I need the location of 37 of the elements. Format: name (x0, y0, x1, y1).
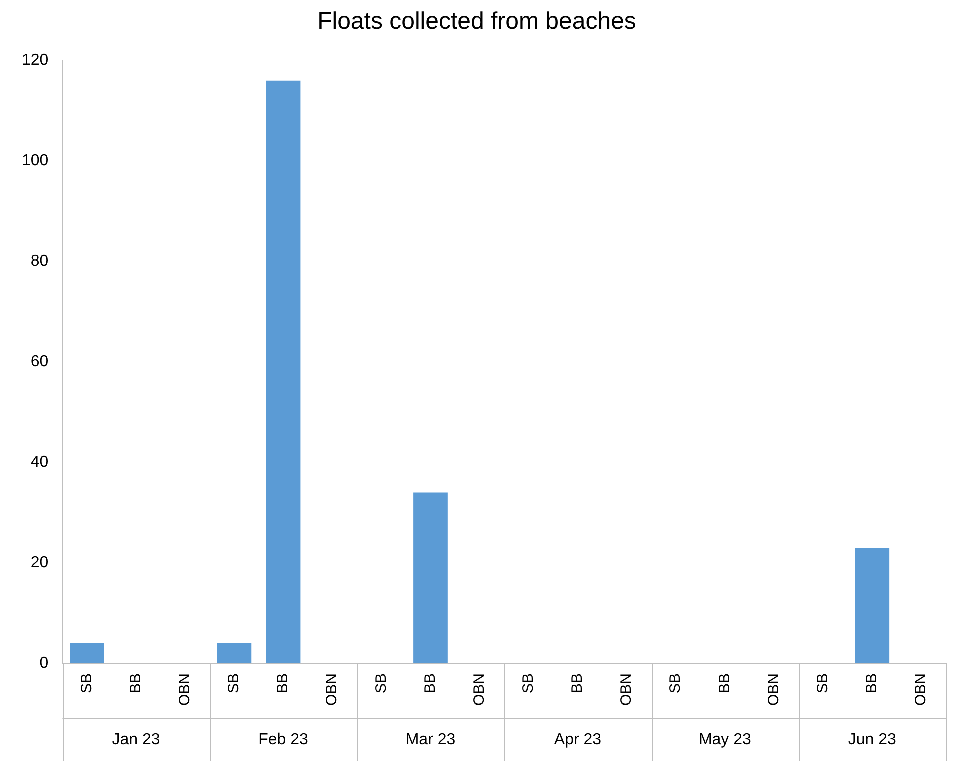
bar (414, 492, 448, 664)
y-tick-label: 20 (30, 554, 49, 572)
x-tick-label: OBN (618, 673, 636, 706)
y-tick-label: 40 (30, 454, 49, 472)
y-tick-label: 120 (22, 52, 49, 70)
bar (855, 548, 890, 664)
x-tick-label: OBN (470, 673, 488, 706)
bar (266, 80, 301, 664)
text: Mar 23 (406, 731, 456, 748)
x-tick-label: OBN (912, 673, 930, 706)
chart-title: Floats collected from beaches (318, 8, 636, 36)
x-tick-label: BB (864, 673, 881, 694)
bar (217, 643, 252, 664)
x-tick-label: SB (667, 673, 684, 694)
x-tick-label: OBN (176, 673, 194, 706)
y-tick-label: 0 (40, 654, 49, 672)
y-tick-label: 80 (30, 253, 49, 270)
x-tick-label: SB (520, 673, 538, 694)
bar (70, 643, 104, 664)
text: Apr 23 (554, 731, 602, 748)
x-tick-label: BB (569, 673, 586, 694)
x-tick-label: SB (226, 673, 243, 694)
x-tick-label: SB (78, 673, 96, 694)
x-tick-label: BB (716, 673, 734, 694)
x-tick-label: OBN (324, 673, 341, 706)
x-tick-label: SB (814, 673, 832, 694)
text: Jun 23 (848, 731, 897, 748)
x-tick-label: BB (274, 673, 292, 694)
y-tick-label: 100 (22, 152, 49, 170)
text: Jan 23 (112, 731, 160, 748)
text: Feb 23 (258, 731, 309, 748)
y-tick-label: 60 (30, 354, 49, 371)
x-tick-label: SB (372, 673, 390, 694)
x-tick-label: BB (127, 673, 144, 694)
x-tick-label: OBN (765, 673, 782, 706)
text: May 23 (698, 731, 752, 748)
x-tick-label: BB (422, 673, 439, 694)
